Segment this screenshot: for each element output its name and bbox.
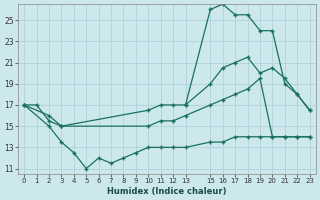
X-axis label: Humidex (Indice chaleur): Humidex (Indice chaleur) <box>107 187 227 196</box>
